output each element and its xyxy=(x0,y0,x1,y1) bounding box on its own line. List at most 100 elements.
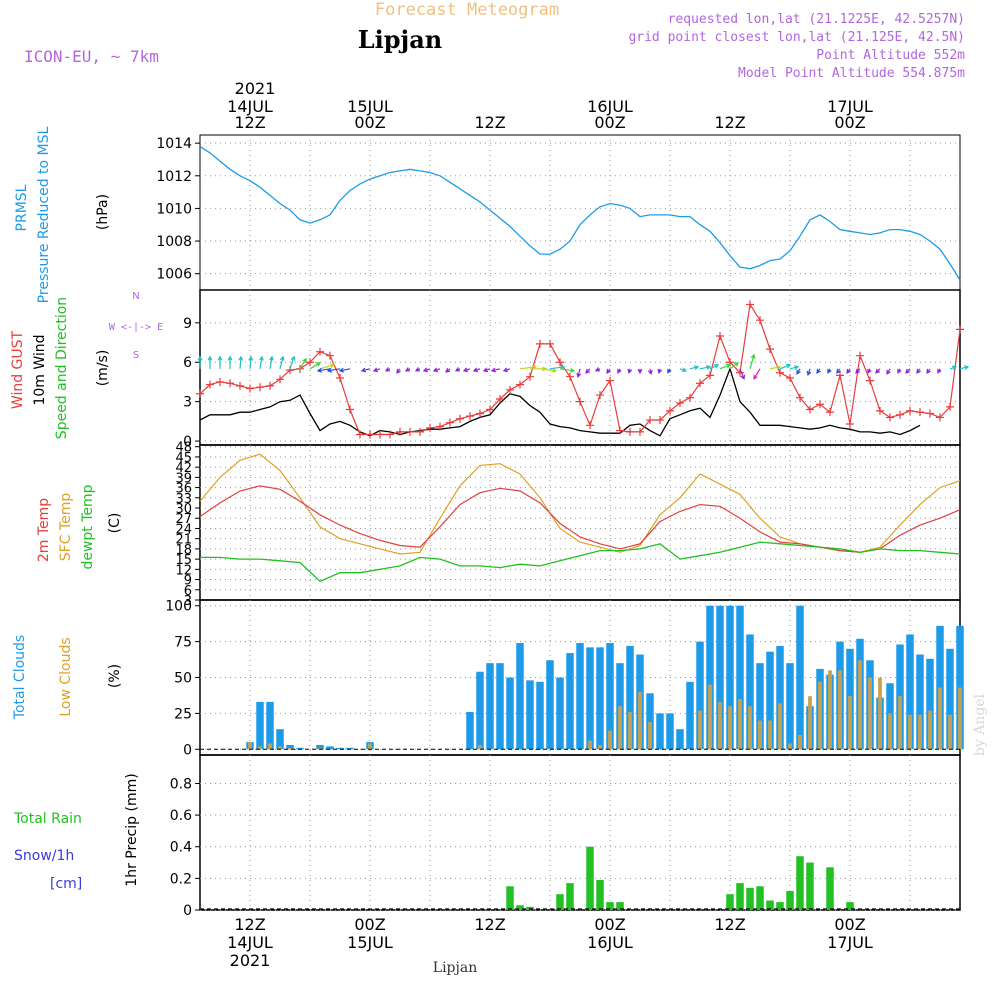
wind-gust-marker xyxy=(416,427,424,436)
point-altitude: Point Altitude 552m xyxy=(816,48,965,63)
wind-direction-arrow xyxy=(404,367,411,372)
total-cloud-bar xyxy=(686,681,694,750)
wind-direction-arrow xyxy=(360,367,371,373)
wind-gust-marker xyxy=(196,389,204,398)
wind-gust-marker xyxy=(256,383,264,392)
wind-gust-marker xyxy=(566,372,574,381)
bottom-time-day: 17JUL xyxy=(827,933,873,952)
wind-direction-arrow xyxy=(338,367,351,373)
rain-bar xyxy=(766,900,774,910)
precip-frame xyxy=(199,754,961,911)
temperature-ytick-label: 39 xyxy=(175,471,192,486)
temperature-ytick-label: 45 xyxy=(175,451,192,466)
wind-label-gust: Wind GUST xyxy=(10,330,26,409)
rain-bar xyxy=(846,902,854,910)
clouds-ytick-label: 0 xyxy=(183,742,192,758)
wind-gust-marker xyxy=(446,418,454,427)
wind-direction-arrow xyxy=(719,363,732,370)
wind-gust-marker xyxy=(796,393,804,402)
low-cloud-bar xyxy=(798,734,802,750)
rain-bar xyxy=(756,886,764,910)
pressure-labels: PRMSL Pressure Reduced to MSL (hPa) xyxy=(14,126,111,303)
wind-unit: (m/s) xyxy=(95,350,111,387)
total-cloud-bar xyxy=(596,647,604,750)
low-cloud-bar xyxy=(858,660,862,750)
grid-point-coords: grid point closest lon,lat (21.125E, 42.… xyxy=(628,30,965,45)
low-cloud-bar xyxy=(608,730,612,750)
wind-direction-arrow xyxy=(739,368,746,380)
low-cloud-bar xyxy=(318,747,322,750)
wind-direction-arrow xyxy=(897,368,902,374)
wind-direction-arrow xyxy=(937,368,942,374)
wind-direction-arrow xyxy=(836,368,841,374)
wind-direction-arrow xyxy=(699,365,712,370)
total-cloud-bar xyxy=(326,746,334,750)
wind-direction-arrow xyxy=(769,365,782,370)
wind-gust-marker xyxy=(326,351,334,360)
temperature-ytick-label: 24 xyxy=(175,522,192,537)
top-time-hour: 12Z xyxy=(234,113,265,132)
low-cloud-bar xyxy=(708,684,712,750)
total-cloud-bar xyxy=(486,663,494,750)
total-cloud-bar xyxy=(556,677,564,750)
wind-gust-marker xyxy=(706,371,714,380)
wind-direction-arrow xyxy=(806,368,812,377)
wind-direction-arrow xyxy=(637,368,643,375)
total-cloud-bar xyxy=(906,634,914,750)
temperature-frame xyxy=(199,444,961,601)
model-point-altitude: Model Point Altitude 554.875m xyxy=(738,66,965,81)
compass-s: S xyxy=(133,350,139,361)
temp-label-sfc: SFC Temp xyxy=(58,493,74,562)
bottom-time-hour: 12Z xyxy=(234,915,265,934)
wind-direction-arrow xyxy=(197,355,203,369)
wind-direction-arrow xyxy=(217,355,223,369)
pressure-ytick-label: 1008 xyxy=(156,234,192,250)
rain-bar xyxy=(566,883,574,910)
low-cloud-bar xyxy=(828,670,832,750)
total-cloud-bar xyxy=(766,651,774,750)
low-cloud-bar xyxy=(718,701,722,750)
wind-gust-marker xyxy=(766,345,774,354)
precip-label-snow: Snow/1h xyxy=(14,848,74,864)
low-cloud-bar xyxy=(728,706,732,750)
temperature-ytick-label: 33 xyxy=(175,492,192,507)
wind-gust-marker xyxy=(756,316,764,325)
wind-gust-marker xyxy=(806,405,814,414)
total-cloud-bar xyxy=(266,701,274,750)
wind-gust-marker xyxy=(456,414,464,423)
wind-direction-arrow xyxy=(316,367,331,373)
low-cloud-bar xyxy=(928,710,932,750)
wind-direction-arrow xyxy=(667,368,672,374)
total-cloud-bar xyxy=(916,654,924,750)
bottom-time-day: 14JUL xyxy=(227,933,273,952)
total-cloud-bar xyxy=(676,729,684,750)
wind-gust-marker xyxy=(786,374,794,383)
total-cloud-bar xyxy=(696,641,704,750)
wind-gust-marker xyxy=(646,416,654,425)
wind-gust-marker xyxy=(336,374,344,383)
wind-gust-marker xyxy=(206,380,214,389)
low-cloud-bar xyxy=(888,713,892,750)
total-cloud-bar xyxy=(786,663,794,750)
temp-label-dewpt: dewpt Temp xyxy=(80,484,96,569)
top-time-hour: 00Z xyxy=(354,113,385,132)
temp-2m-line xyxy=(199,485,961,553)
wind-direction-arrow xyxy=(309,362,322,370)
wind-label-10m: 10m Wind xyxy=(32,334,48,405)
rain-bar xyxy=(726,894,734,910)
low-cloud-bar xyxy=(258,746,262,750)
wind-direction-arrow xyxy=(627,368,633,375)
wind-gust-marker xyxy=(316,347,324,356)
wind-direction-arrow xyxy=(905,368,911,374)
wind-direction-arrow xyxy=(279,355,285,369)
wind-gust-marker xyxy=(906,406,914,415)
low-cloud-bar xyxy=(758,720,762,750)
total-cloud-bar xyxy=(646,693,654,750)
wind-direction-arrow xyxy=(749,353,756,369)
temperature-ytick-label: 42 xyxy=(175,461,192,476)
top-time-hour: 00Z xyxy=(594,113,625,132)
total-cloud-bar xyxy=(296,747,304,750)
total-cloud-bar xyxy=(536,681,544,750)
low-cloud-bar xyxy=(848,696,852,750)
rain-bar xyxy=(796,856,804,910)
